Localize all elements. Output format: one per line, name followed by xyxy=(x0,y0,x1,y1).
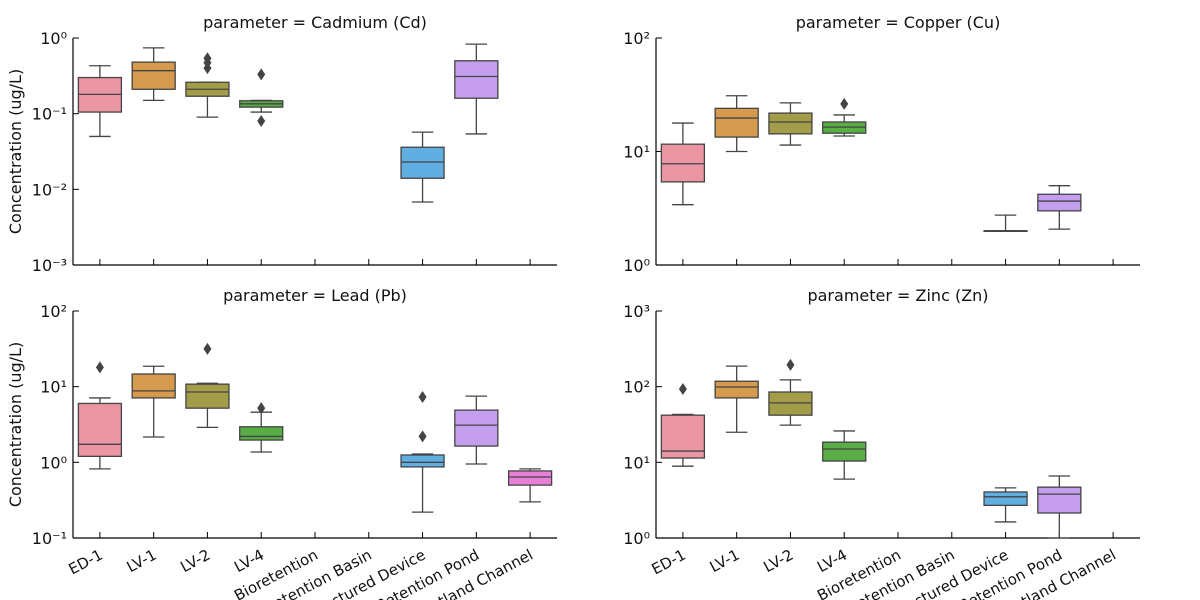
box xyxy=(507,470,553,486)
box xyxy=(185,383,230,409)
box xyxy=(400,146,445,179)
x-tick-label: LV-2 xyxy=(760,546,796,576)
y-tick-label: 10² xyxy=(623,29,650,48)
y-tick-label: 10³ xyxy=(623,302,650,321)
y-tick-label: 10⁰ xyxy=(40,29,67,48)
panel: parameter = Zinc (Zn) 10⁰ 10¹ 10² 10³ ED-1 LV-… xyxy=(623,286,1140,600)
box xyxy=(454,409,499,447)
flier xyxy=(418,391,427,404)
y-tick-label: 10¹ xyxy=(623,453,650,472)
y-tick-label: 10⁻³ xyxy=(32,256,67,275)
y-tick-label: 10⁻¹ xyxy=(32,105,67,124)
box xyxy=(714,380,759,399)
x-tick-label: LV-2 xyxy=(177,546,213,576)
box xyxy=(714,107,759,138)
box xyxy=(239,426,284,441)
panel-title: parameter = Cadmium (Cd) xyxy=(203,13,427,32)
flier xyxy=(678,383,687,396)
panel-title: parameter = Zinc (Zn) xyxy=(807,286,988,305)
box xyxy=(454,60,499,99)
y-tick-label: 10² xyxy=(623,378,650,397)
box xyxy=(768,391,813,416)
panel-title: parameter = Lead (Pb) xyxy=(223,286,407,305)
box xyxy=(1037,486,1082,514)
y-tick-label: 10⁰ xyxy=(623,529,650,548)
box xyxy=(131,61,176,90)
flier xyxy=(840,97,849,110)
box xyxy=(822,441,867,462)
panel: parameter = Cadmium (Cd) Concentration (u… xyxy=(6,13,557,275)
box xyxy=(660,143,706,183)
y-axis-label: Concentration (ug/L) xyxy=(6,69,25,234)
box xyxy=(1037,193,1082,212)
box xyxy=(983,491,1028,507)
panel: parameter = Copper (Cu) 10⁰ 10¹ 10² xyxy=(623,13,1140,275)
panel: parameter = Lead (Pb) Concentration (ug/L… xyxy=(6,286,557,600)
flier xyxy=(257,402,266,415)
box xyxy=(400,454,445,468)
y-tick-label: 10⁰ xyxy=(40,453,67,472)
box xyxy=(131,373,176,399)
x-tick-label: LV-1 xyxy=(124,546,160,576)
y-tick-label: 10² xyxy=(40,302,67,321)
x-tick-label: LV-1 xyxy=(707,546,743,576)
y-tick-label: 10¹ xyxy=(623,143,650,162)
x-tick-label: ED-1 xyxy=(66,546,106,579)
y-tick-label: 10⁰ xyxy=(623,256,650,275)
flier xyxy=(786,358,795,371)
flier xyxy=(418,430,427,443)
box xyxy=(77,402,123,457)
panel-title: parameter = Copper (Cu) xyxy=(796,13,1001,32)
y-tick-label: 10⁻¹ xyxy=(32,529,67,548)
flier xyxy=(95,361,104,374)
flier xyxy=(203,342,212,355)
y-axis-label: Concentration (ug/L) xyxy=(6,342,25,507)
box xyxy=(768,112,813,135)
flier xyxy=(203,62,212,75)
y-tick-label: 10¹ xyxy=(40,378,67,397)
y-tick-label: 10⁻² xyxy=(32,180,67,199)
flier xyxy=(257,68,266,81)
x-tick-label: ED-1 xyxy=(649,546,689,579)
flier xyxy=(257,114,266,127)
